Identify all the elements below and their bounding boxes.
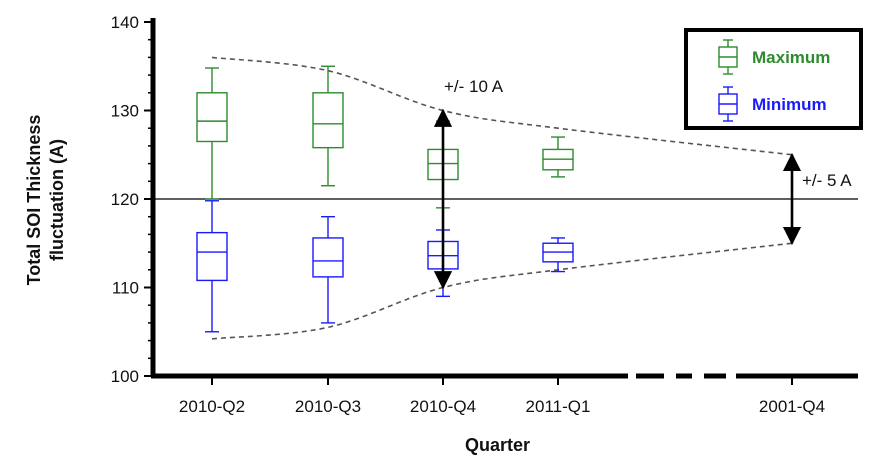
annotation-label: +/- 5 A [802, 171, 852, 190]
x-axis-title: Quarter [465, 435, 530, 455]
legend-label: Maximum [752, 48, 830, 67]
y-tick-label: 140 [111, 13, 139, 32]
maximum-box-2011-Q1 [542, 136, 574, 178]
x-tick-label: 2001-Q4 [759, 397, 825, 416]
minimum-box-2011-Q1 [542, 237, 574, 273]
y-tick-label: 130 [111, 102, 139, 121]
annotation-label: +/- 10 A [444, 77, 504, 96]
maximum-box-2010-Q2 [196, 67, 228, 200]
x-tick-label: 2010-Q4 [410, 397, 476, 416]
maximum-box-2010-Q3 [312, 65, 344, 187]
box-iqr [312, 237, 344, 278]
envelope-lower [211, 242, 793, 340]
minimum-box-2010-Q2 [196, 200, 228, 333]
legend-box [684, 28, 863, 130]
x-tick-label: 2010-Q2 [179, 397, 245, 416]
box-iqr [196, 231, 228, 282]
box-iqr [312, 92, 344, 149]
x-tick-label: 2010-Q3 [295, 397, 361, 416]
y-tick-label: 110 [112, 279, 139, 298]
y-tick-label: 120 [111, 190, 139, 209]
y-axis-title-line: fluctuation (A) [47, 139, 67, 261]
y-axis-title: Total SOI Thickness fluctuation (A) [24, 115, 67, 286]
y-axis-title-line: Total SOI Thickness [24, 115, 44, 286]
legend-item-minimum: Minimum [718, 86, 827, 122]
envelope-upper [211, 56, 793, 156]
y-tick-label: 100 [111, 367, 139, 386]
legend-label: Minimum [752, 95, 827, 114]
minimum-box-2010-Q3 [312, 215, 344, 324]
x-tick-label: 2011-Q1 [526, 397, 591, 416]
box-iqr [196, 92, 228, 143]
legend-item-maximum: Maximum [718, 39, 830, 75]
